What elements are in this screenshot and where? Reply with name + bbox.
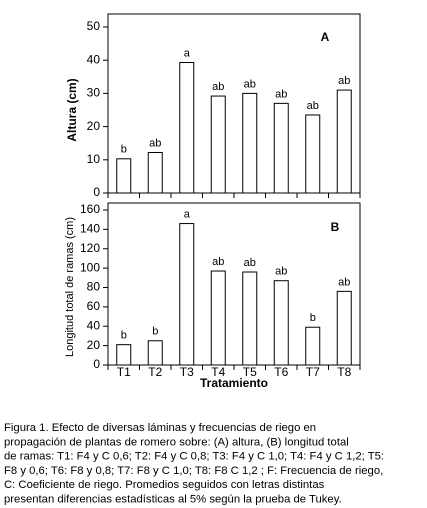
significance-letter: ab (149, 137, 161, 149)
y-tick-label: 0 (93, 185, 100, 199)
y-tick-label: 10 (87, 152, 101, 166)
x-tick-label: T2 (148, 365, 162, 379)
significance-letter: b (121, 144, 127, 156)
bar (147, 151, 163, 194)
y-tick-label: 160 (80, 202, 100, 216)
bar (242, 92, 258, 194)
caption-line: Figura 1. Efecto de diversas láminas y f… (4, 422, 316, 434)
y-axis-label: Longitud total de ramas (cm) (64, 217, 76, 357)
significance-letter: ab (307, 100, 319, 112)
caption-line: propagación de plantas de romero sobre: … (4, 436, 349, 448)
significance-letter: ab (244, 257, 256, 269)
significance-letter: a (184, 47, 191, 59)
y-tick-label: 50 (87, 19, 101, 33)
bar (336, 89, 352, 194)
x-tick-label: T5 (243, 365, 257, 379)
x-tick-label: T6 (274, 365, 288, 379)
significance-letter: ab (212, 256, 224, 268)
significance-letter: a (184, 208, 191, 220)
panel-label: A (321, 30, 330, 44)
y-tick-label: 30 (87, 86, 101, 100)
y-tick-label: 0 (93, 357, 100, 371)
significance-letter: ab (244, 78, 256, 90)
bar (116, 344, 132, 366)
y-tick-label: 20 (87, 119, 101, 133)
significance-letter: ab (338, 75, 350, 87)
y-axis-label: Altura (cm) (65, 78, 79, 141)
y-tick-label: 120 (80, 241, 100, 255)
bar (179, 223, 195, 366)
caption-line: C: Coeficiente de riego. Promedios segui… (4, 479, 325, 491)
bar (210, 270, 226, 366)
x-tick-label: T1 (117, 365, 131, 379)
y-tick-label: 140 (80, 222, 100, 236)
y-tick-label: 100 (80, 260, 100, 274)
y-tick-label: 20 (87, 338, 101, 352)
bar (242, 271, 258, 366)
x-axis-label: Tratamiento (200, 376, 268, 390)
bar (179, 62, 195, 194)
y-tick-label: 40 (87, 52, 101, 66)
bar (116, 158, 132, 194)
significance-letter: ab (275, 88, 287, 100)
bar (273, 280, 289, 366)
significance-letter: b (310, 312, 316, 324)
caption-line: F8 y 0,6; T6: F8 y 0,8; T7: F8 y C 1,0; … (4, 465, 383, 477)
bar (210, 95, 226, 194)
bar (147, 340, 163, 366)
plot-frame (107, 202, 361, 366)
significance-letter: ab (338, 276, 350, 288)
bar (305, 114, 321, 194)
bar (336, 290, 352, 366)
caption-line: presentan diferencias estadísticas al 5%… (4, 494, 342, 506)
significance-letter: ab (275, 266, 287, 278)
x-tick-label: T3 (180, 365, 194, 379)
caption-line: de ramas: T1: F4 y C 0,6; T2: F4 y C 0,8… (4, 451, 384, 463)
x-tick-label: T4 (211, 365, 225, 379)
significance-letter: ab (212, 81, 224, 93)
y-tick-label: 60 (87, 299, 101, 313)
significance-letter: b (152, 326, 158, 338)
x-tick-label: T8 (337, 365, 351, 379)
panel-label: B (331, 220, 340, 234)
y-tick-label: 80 (87, 280, 101, 294)
x-tick-label: T7 (306, 365, 320, 379)
y-tick-label: 40 (87, 318, 101, 332)
bar (273, 102, 289, 194)
bar (305, 326, 321, 366)
significance-letter: b (121, 330, 127, 342)
